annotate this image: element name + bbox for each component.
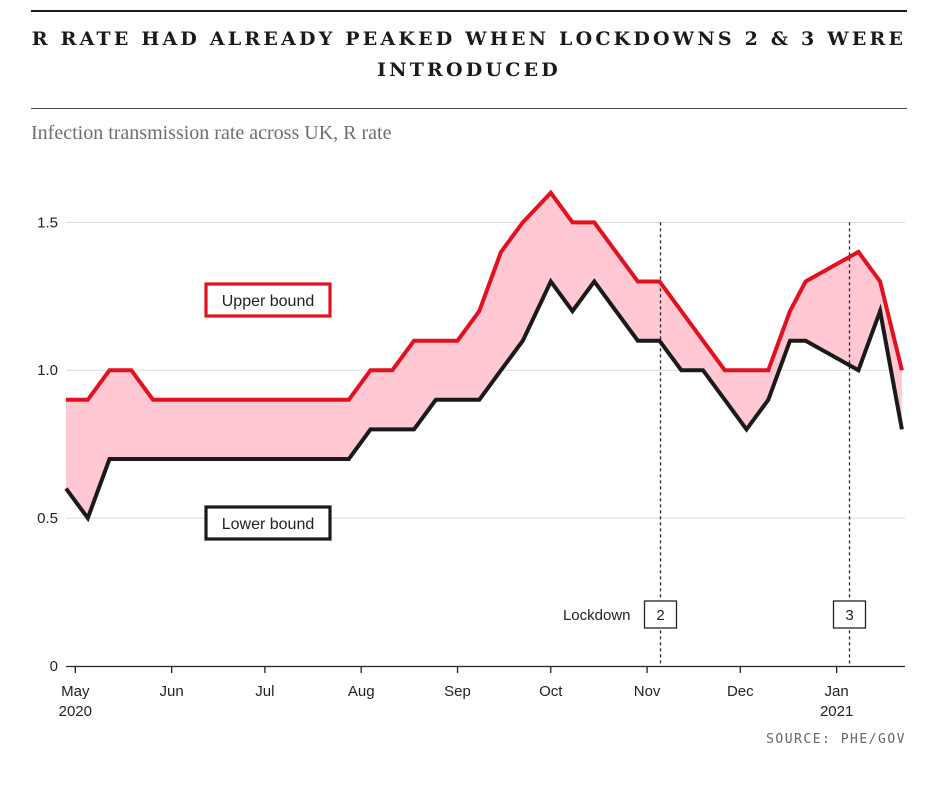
series-lines <box>64 189 904 523</box>
legend: Upper bound Lower bound <box>204 282 332 541</box>
lockdown-3-box <box>832 600 867 629</box>
x-tick-label: Dec <box>727 683 754 700</box>
x-tick-label: May <box>61 683 90 700</box>
x-tick-label: Aug <box>348 683 375 700</box>
lower-bound-line <box>64 277 904 523</box>
x-tick-year-label: 2021 <box>820 703 853 720</box>
x-tick-label: Nov <box>634 683 661 700</box>
x-axis: May 2020 Jun Jul Aug Sep Oct Nov Dec Jan 2021 <box>59 665 905 720</box>
x-tick-label: Jan <box>825 683 849 700</box>
lockdown-prefix-label: Lockdown <box>563 607 631 624</box>
lockdown-3-label: 3 <box>845 607 853 624</box>
lockdown-2-label: 2 <box>656 607 664 624</box>
y-tick-label: 1.5 <box>37 214 58 231</box>
y-tick-label: 0 <box>50 658 58 675</box>
x-tick-label: Sep <box>444 683 471 700</box>
top-rule <box>31 10 907 12</box>
x-tick-year-label: 2020 <box>59 703 92 720</box>
upper-bound-legend-label: Upper bound <box>222 293 315 310</box>
range-band-area <box>66 192 902 519</box>
x-tick-label: Jul <box>255 683 274 700</box>
chart-title: R RATE HAD ALREADY PEAKED WHEN LOCKDOWNS… <box>31 28 907 81</box>
chart-subtitle: Infection transmission rate across UK, R… <box>31 122 392 144</box>
source-credit: SOURCE: PHE/GOV <box>766 732 906 747</box>
lockdown-markers: 2 Lockdown 3 <box>563 222 867 666</box>
y-tick-label: 0.5 <box>37 510 58 527</box>
lower-bound-legend-label: Lower bound <box>222 516 315 533</box>
y-tick-label: 1.0 <box>37 362 58 379</box>
lower-bound-legend-box <box>204 505 332 541</box>
upper-bound-legend-box <box>204 282 332 318</box>
lockdown-2-box <box>643 600 678 629</box>
x-tick-label: Jun <box>160 683 184 700</box>
range-band <box>66 192 902 519</box>
x-tick-label: Oct <box>539 683 563 700</box>
title-divider <box>31 108 907 109</box>
upper-bound-line <box>66 189 904 402</box>
